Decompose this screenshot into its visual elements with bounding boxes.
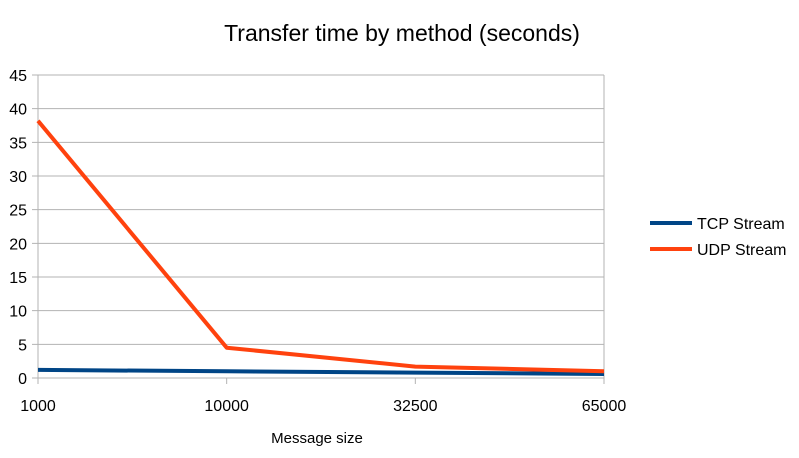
y-axis-ticks: 0 5 10 15 20 25 30 35 40 45 xyxy=(9,68,27,388)
y-tick-label: 25 xyxy=(9,203,27,220)
y-tick-label: 35 xyxy=(9,135,27,152)
x-tick-label: 65000 xyxy=(582,398,627,415)
chart-title: Transfer time by method (seconds) xyxy=(224,20,580,46)
legend-label: UDP Stream xyxy=(697,242,787,259)
x-tick-label: 1000 xyxy=(20,398,56,415)
x-axis-ticks: 1000 10000 32500 65000 xyxy=(20,398,626,415)
y-tick-label: 0 xyxy=(18,371,27,388)
y-tick-label: 20 xyxy=(9,236,27,253)
x-axis-label: Message size xyxy=(271,430,363,447)
y-tick-label: 10 xyxy=(9,304,27,321)
series-lines xyxy=(36,119,605,376)
y-tick-label: 45 xyxy=(9,68,27,85)
legend: TCP Stream UDP Stream xyxy=(650,216,787,259)
y-tick-label: 5 xyxy=(18,337,27,354)
series-line-0 xyxy=(37,367,605,376)
legend-label: TCP Stream xyxy=(697,216,785,233)
y-tick-label: 40 xyxy=(9,102,27,119)
series-line-1 xyxy=(36,119,605,374)
x-tick-label: 10000 xyxy=(204,398,249,415)
y-tick-label: 15 xyxy=(9,270,27,287)
y-tick-label: 30 xyxy=(9,169,27,186)
x-tick-label: 32500 xyxy=(393,398,438,415)
gridlines xyxy=(32,74,605,384)
